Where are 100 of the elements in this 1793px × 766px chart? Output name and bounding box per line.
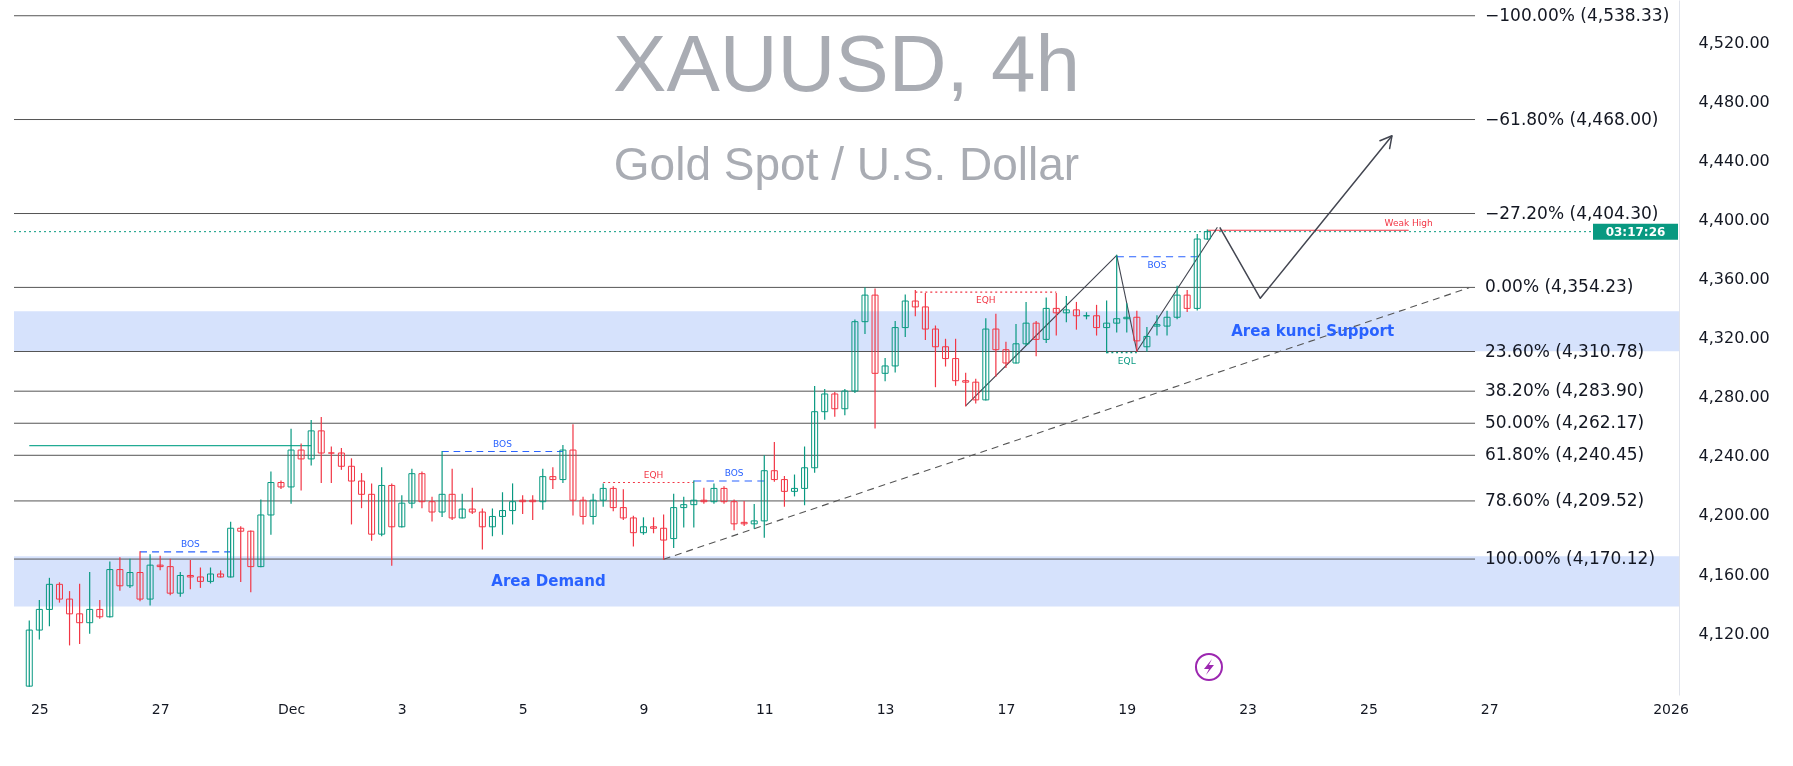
candlestick [720,486,728,504]
candlestick [851,319,859,394]
candlestick [166,558,174,596]
candlestick [1062,295,1070,323]
candlestick [358,473,366,509]
x-tick-label: 2026 [1653,700,1689,717]
x-tick-label: 27 [1480,700,1499,717]
candlestick [55,582,63,603]
candlestick [1173,285,1181,320]
x-tick-label: 27 [151,700,170,717]
candlestick [478,508,486,550]
candlestick [589,493,597,525]
candlestick [952,338,960,386]
y-tick-label: 4,240.00 [1698,446,1770,466]
candlestick [871,288,879,429]
ref-line-label: 23.60% (4,310.78) [1485,340,1645,361]
candlestick [1163,310,1171,336]
candlestick [539,468,547,510]
candlestick [1143,326,1151,352]
candlestick [45,577,53,627]
candlestick [619,489,627,521]
candlestick [760,455,768,538]
candlestick [247,530,255,593]
candlestick [982,318,990,401]
candlestick [136,551,144,602]
x-tick-label: Dec [278,700,306,717]
ref-line-label: 0.00% (4,354.23) [1485,276,1634,297]
series-label: EQH [976,295,996,306]
candlestick [559,445,567,484]
ref-line-label: 38.20% (4,283.90) [1485,380,1645,401]
y-tick-label: 4,480.00 [1698,92,1770,112]
candlestick [841,388,849,416]
x-tick-label: 17 [997,700,1016,717]
candlestick [297,443,305,491]
band-label: Area kunci Support [1231,322,1395,341]
candlestick [579,496,587,525]
candlestick [307,419,315,466]
chart-title: XAUUSD, 4h [613,19,1080,109]
candlestick [398,495,406,528]
candlestick [780,476,788,507]
candlestick [176,571,184,597]
y-tick-label: 4,440.00 [1698,151,1770,171]
candlestick [891,321,899,373]
candlestick [25,620,33,687]
candlestick [1153,315,1161,336]
candlestick [186,560,194,590]
candlestick [317,416,325,484]
candlestick [629,515,637,547]
candlestick [237,526,245,582]
candlestick [458,493,466,519]
candlestick [287,428,295,504]
candlestick [942,338,950,367]
candlestick [811,386,819,473]
candlestick [378,467,386,537]
candlestick [267,471,275,535]
candlestick [861,287,869,335]
x-tick-label: 11 [755,700,774,717]
candlestick [1113,254,1121,333]
candlestick [408,468,416,509]
candlestick [821,388,829,420]
candlestick [1193,234,1201,311]
x-tick-label: 25 [30,700,49,717]
series-label: Weak High [1384,218,1433,229]
candlestick [86,571,94,634]
candlestick [599,483,607,507]
candlestick [962,372,970,407]
series-label: BOS [493,438,513,449]
candlestick [368,483,376,541]
candlestick [428,496,436,522]
candlestick [448,468,456,521]
y-tick-label: 4,120.00 [1698,623,1770,643]
candlestick [499,492,506,535]
y-tick-label: 4,520.00 [1698,33,1770,53]
candlestick [509,483,517,525]
candlestick [1183,290,1191,312]
series-label: EQL [1117,355,1136,366]
candlestick [116,557,124,591]
text: Gold Spot / U.S. Dollar [613,138,1080,191]
candlestick [196,567,204,588]
candlestick [931,325,939,388]
candlestick [881,357,889,382]
candlestick [730,499,738,531]
x-tick-label: 5 [518,700,528,717]
y-tick-label: 4,320.00 [1698,328,1770,348]
candlestick [1042,297,1050,343]
series-label: BOS [724,468,744,479]
x-tick-label: 9 [639,700,649,717]
candlestick [35,599,43,640]
candlestick [1022,301,1030,346]
candlestick [831,391,839,417]
candlestick [609,486,617,512]
y-tick-label: 4,360.00 [1698,269,1770,289]
candlestick [347,458,355,525]
candlestick [418,471,426,509]
x-tick-label: 19 [1118,700,1137,717]
candlestick [901,294,909,338]
candlestick [549,467,557,490]
series-label: BOS [1147,259,1167,270]
candlestick [388,483,396,566]
band-label: Area Demand [491,572,606,591]
